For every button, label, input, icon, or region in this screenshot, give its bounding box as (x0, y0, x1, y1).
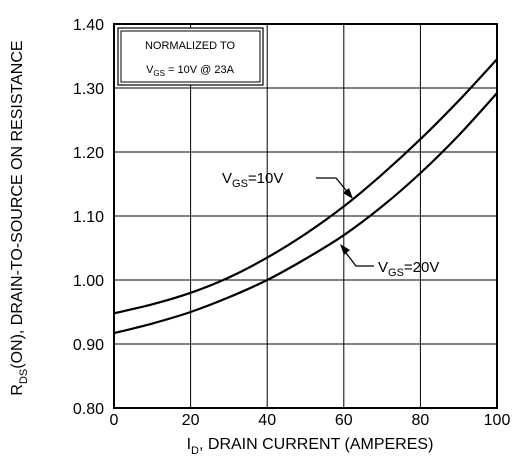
series-group (113, 58, 498, 335)
x-axis-title: ID, DRAIN CURRENT (AMPERES) (187, 436, 434, 457)
series-line-vgs-10v (113, 58, 498, 315)
x-tick-label-40: 40 (258, 412, 276, 429)
y-tick-label-1.40: 1.40 (73, 17, 104, 34)
grid (114, 24, 497, 408)
y-tick-label-1.30: 1.30 (73, 81, 104, 98)
series-line-vgs-20v (113, 92, 498, 335)
y-tick-label-1.10: 1.10 (73, 209, 104, 226)
normalization-box: NORMALIZED TO VGS = 10V @ 23A (117, 27, 264, 86)
arrowhead-vgs-10v (343, 188, 353, 199)
plot-frame (113, 23, 498, 409)
x-tick-label-80: 80 (412, 412, 430, 429)
x-tick-label-60: 60 (335, 412, 353, 429)
series-label-vgs-20v: VGS=20V (378, 259, 439, 279)
arrowhead-vgs-20v (340, 244, 350, 255)
annotation-vgs-20v: VGS=20V (340, 244, 439, 279)
y-tick-label-1.20: 1.20 (73, 145, 104, 162)
box-line1: NORMALIZED TO (145, 40, 235, 52)
tick-labels: 0 20 40 60 80 100 0.80 0.90 1.00 1.10 1.20 1.30 1.40 (73, 17, 511, 429)
normalization-box-inner-frame (120, 30, 261, 83)
normalization-box-frame (117, 27, 264, 86)
box-line2: VGS = 10V @ 23A (146, 64, 235, 78)
x-tick-label-100: 100 (484, 412, 511, 429)
leader-line-vgs-20v (342, 248, 374, 267)
x-tick-label-0: 0 (110, 412, 119, 429)
y-axis-title: RDS(ON), DRAIN-TO-SOURCE ON RESISTANCE (9, 40, 30, 395)
y-tick-label-0.80: 0.80 (73, 401, 104, 418)
series-label-vgs-10v: VGS=10V (222, 170, 283, 190)
x-tick-label-20: 20 (182, 412, 200, 429)
annotation-vgs-10v: VGS=10V (222, 170, 353, 199)
y-tick-label-0.90: 0.90 (73, 337, 104, 354)
leader-line-vgs-10v (316, 177, 351, 196)
y-tick-label-1.00: 1.00 (73, 273, 104, 290)
